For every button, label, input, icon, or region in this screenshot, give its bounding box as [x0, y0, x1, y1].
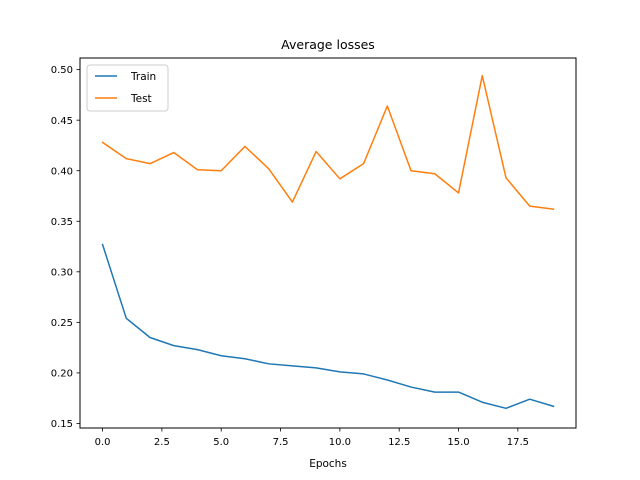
- y-tick-label: 0.40: [51, 166, 73, 177]
- legend-label-test: Test: [130, 93, 152, 105]
- x-tick-label: 12.5: [388, 437, 410, 448]
- x-tick-label: 7.5: [273, 437, 289, 448]
- chart-title: Average losses: [281, 37, 375, 52]
- x-tick-label: 15.0: [447, 437, 469, 448]
- legend: Train Test: [86, 64, 169, 112]
- y-tick-label: 0.30: [51, 267, 73, 278]
- y-tick-label: 0.50: [51, 65, 73, 76]
- y-tick-label: 0.25: [51, 318, 73, 329]
- y-tick-label: 0.35: [51, 217, 73, 228]
- x-tick-label: 10.0: [329, 437, 351, 448]
- plot-frame: [79, 57, 577, 429]
- series-line-train: [101, 243, 555, 410]
- y-axis: 0.15 0.20 0.25 0.30 0.35 0.40 0.45 0.50: [51, 65, 80, 430]
- x-tick-label: 0.0: [95, 437, 111, 448]
- series-layer: [101, 74, 555, 410]
- y-tick-label: 0.45: [51, 116, 73, 127]
- x-tick-label: 17.5: [507, 437, 529, 448]
- series-line-test: [101, 74, 555, 210]
- x-axis-title: Epochs: [309, 458, 347, 470]
- y-tick-label: 0.20: [51, 369, 73, 380]
- legend-label-train: Train: [130, 71, 156, 83]
- x-tick-label: 2.5: [154, 437, 170, 448]
- x-axis: 0.0 2.5 5.0 7.5 10.0 12.5 15.0 17.5: [95, 428, 529, 448]
- x-tick-label: 5.0: [213, 437, 229, 448]
- y-tick-label: 0.15: [51, 419, 73, 430]
